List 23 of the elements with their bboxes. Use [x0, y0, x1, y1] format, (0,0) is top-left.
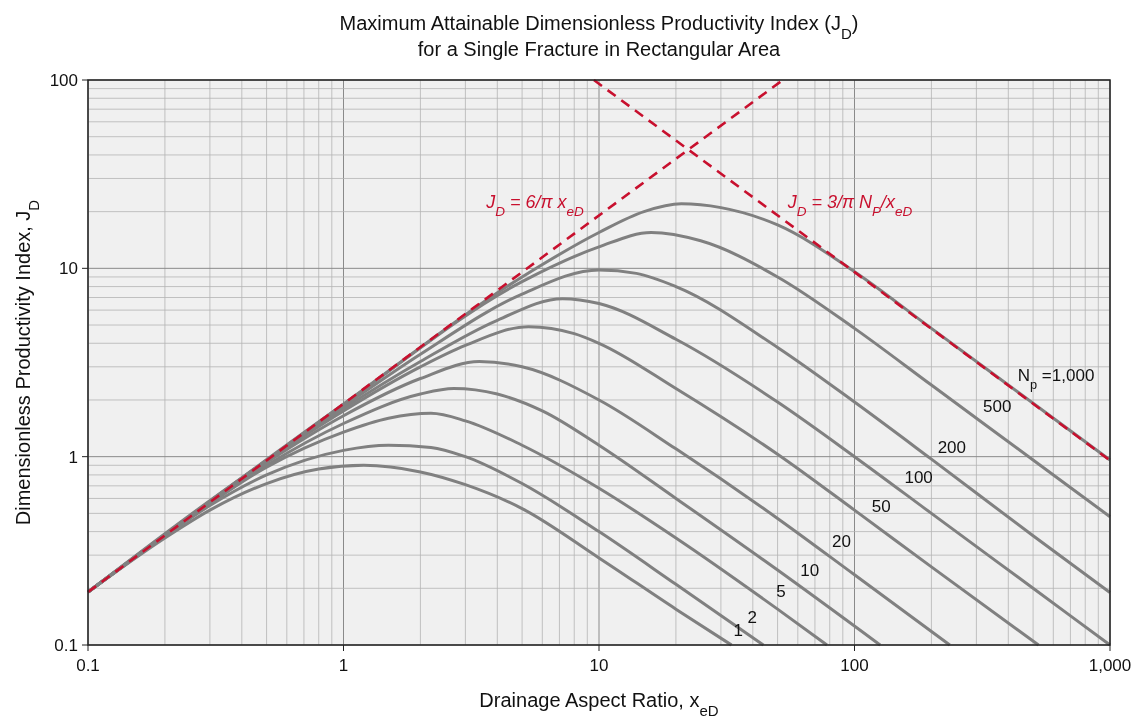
- series-label: 20: [832, 532, 851, 552]
- x-tick-label: 1: [338, 656, 349, 675]
- series-label: 50: [871, 496, 891, 516]
- x-tick-label: 100: [840, 656, 869, 675]
- x-tick-label: 1,000: [1088, 656, 1132, 675]
- y-tick-label: 100: [49, 71, 78, 90]
- series-label: 10: [800, 560, 820, 580]
- y-tick-label: 10: [59, 259, 78, 279]
- annotation: J$_{D}$ = 6/π x$_{eD}$: [485, 192, 585, 219]
- series-label: 1: [733, 620, 743, 640]
- annotation: J$_{D}$ = 3/π N$_{P}$/x$_{eD}$: [786, 192, 913, 219]
- y-tick-label: 0.1: [54, 636, 78, 655]
- chart-title: Maximum Attainable Dimensionless Productivity Index (J$_{D}$) for a Single Fracture in Rectangular Area: [339, 12, 859, 60]
- series-label: 200: [937, 437, 967, 457]
- series-label: 100: [904, 467, 933, 487]
- series-label: 2: [747, 608, 757, 628]
- x-tick-label: 0.1: [76, 656, 100, 675]
- x-tick-label: 10: [589, 656, 609, 675]
- x-axis-title: Drainage Aspect Ratio, x$_{eD}$: [479, 689, 719, 719]
- series-label: N$_{p}$ =1,000: [1017, 366, 1095, 392]
- y-tick-label: 1: [68, 447, 78, 467]
- series-label: 500: [983, 397, 1012, 417]
- series-label: 5: [776, 582, 786, 602]
